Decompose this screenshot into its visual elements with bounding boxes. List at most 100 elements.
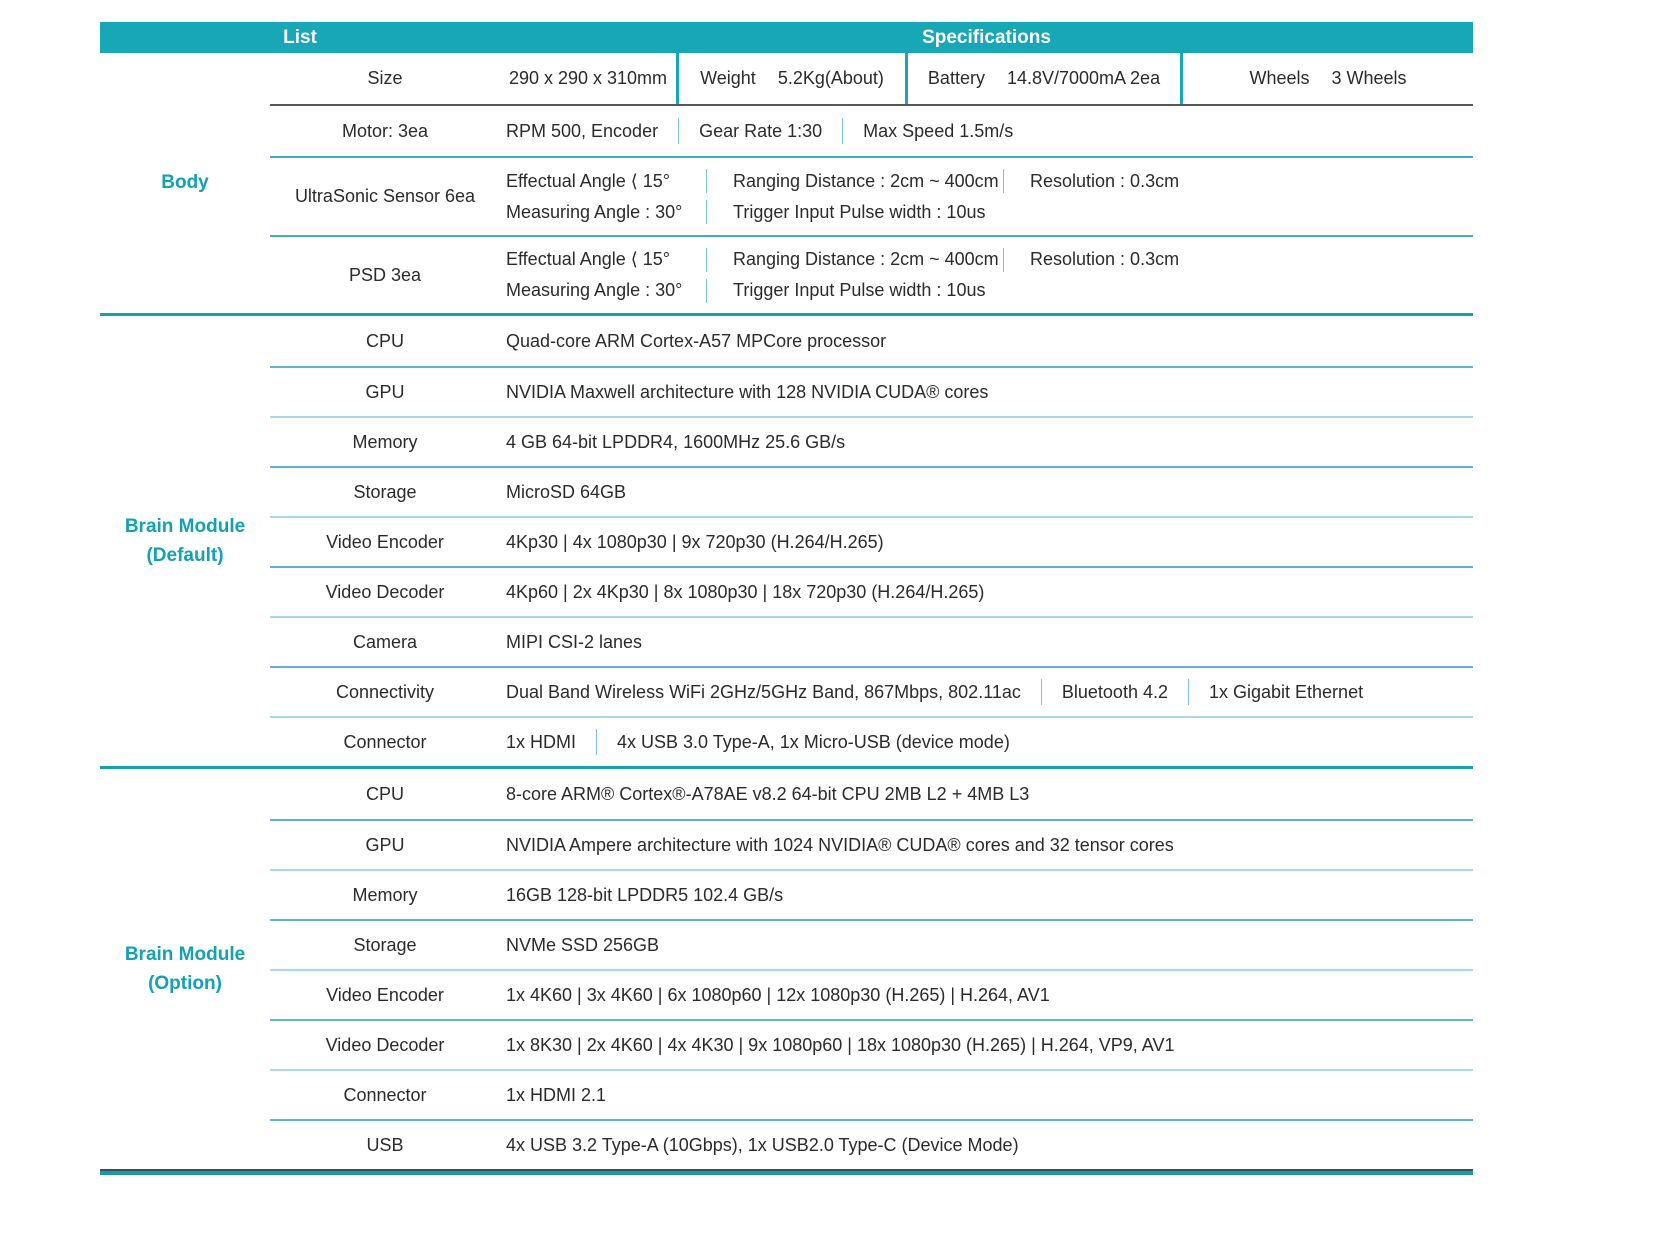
spec-part: Measuring Angle : 30° bbox=[506, 201, 683, 222]
spec-row: CPU 8-core ARM® Cortex®-A78AE v8.2 64-bit… bbox=[270, 769, 1473, 819]
spec-part: Trigger Input Pulse width : 10us bbox=[733, 201, 986, 222]
row-label-motor: Motor: 3ea bbox=[341, 120, 429, 141]
spec-row-value: MicroSD 64GB bbox=[506, 481, 627, 502]
spec-row: Storage MicroSD 64GB bbox=[270, 466, 1473, 516]
separator bbox=[842, 118, 844, 144]
row-label-ultrasonic: UltraSonic Sensor 6ea bbox=[294, 186, 476, 206]
separator bbox=[1040, 679, 1042, 705]
psd-line-2: Measuring Angle : 30° Trigger Input Puls… bbox=[506, 278, 1473, 303]
motor-part: Gear Rate 1:30 bbox=[699, 120, 823, 141]
ultrasonic-row: UltraSonic Sensor 6ea Effectual Angle ⟨ … bbox=[270, 156, 1473, 235]
spec-row: Video Decoder 1x 8K30 | 2x 4K60 | 4x 4K30… bbox=[270, 1019, 1473, 1069]
spec-part: Measuring Angle : 30° bbox=[506, 280, 683, 300]
separator bbox=[1187, 679, 1189, 705]
battery-label: Battery bbox=[927, 68, 985, 88]
psd-values: Effectual Angle ⟨ 15° Ranging Distance :… bbox=[500, 247, 1473, 303]
spec-row-value: Dual Band Wireless WiFi 2GHz/5GHz Band, … bbox=[500, 679, 1473, 705]
spec-row-label: Connectivity bbox=[335, 681, 435, 702]
table-bottom-teal-line bbox=[100, 1171, 1473, 1175]
spec-row-value: MIPI CSI-2 lanes bbox=[506, 631, 643, 652]
motor-row: Motor: 3ea RPM 500, Encoder Gear Rate 1:… bbox=[270, 106, 1473, 156]
spec-part: Ranging Distance : 2cm ~ 400cm bbox=[733, 170, 999, 191]
motor-value: RPM 500, Encoder Gear Rate 1:30 Max Spee… bbox=[500, 118, 1473, 144]
spec-row: Connector 1x HDMI 4x USB 3.0 Type-A, 1x Mi… bbox=[270, 716, 1473, 766]
size-value: 290 x 290 x 310mm bbox=[508, 68, 668, 88]
spec-row: Memory 16GB 128-bit LPDDR5 102.4 GB/s bbox=[270, 869, 1473, 919]
spec-row-label: CPU bbox=[365, 783, 404, 804]
specifications-column-header: Specifications bbox=[922, 26, 1051, 48]
wheels-label: Wheels bbox=[1249, 68, 1310, 88]
spec-part: Effectual Angle ⟨ 15° bbox=[506, 170, 671, 191]
spec-row-value: 4x USB 3.2 Type-A (10Gbps), 1x USB2.0 Ty… bbox=[506, 1134, 1019, 1155]
category-text: Body bbox=[161, 172, 209, 194]
spec-row: GPU NVIDIA Ampere architecture with 1024 … bbox=[270, 819, 1473, 869]
wheels-cell: Wheels 3 Wheels bbox=[1183, 53, 1473, 104]
separator bbox=[596, 729, 598, 755]
brain-default-section: Brain Module (Default) CPU Quad-core ARM … bbox=[100, 316, 1473, 769]
vertical-divider bbox=[1180, 53, 1183, 104]
spec-row: Camera MIPI CSI-2 lanes bbox=[270, 616, 1473, 666]
spec-row-value: 1x 4K60 | 3x 4K60 | 6x 1080p60 | 12x 108… bbox=[506, 984, 1050, 1005]
weight-cell: Weight 5.2Kg(About) bbox=[679, 53, 905, 104]
separator bbox=[706, 200, 707, 224]
spec-row-value: 1x HDMI 4x USB 3.0 Type-A, 1x Micro-USB (… bbox=[500, 729, 1473, 755]
category-text: Brain Module bbox=[124, 943, 246, 965]
spec-row-value: 16GB 128-bit LPDDR5 102.4 GB/s bbox=[506, 884, 784, 905]
spec-row: Video Encoder 4Kp30 | 4x 1080p30 | 9x 720… bbox=[270, 516, 1473, 566]
brain-default-rows: CPU Quad-core ARM Cortex-A57 MPCore proce… bbox=[270, 316, 1473, 766]
battery-value: 14.8V/7000mA 2ea bbox=[1006, 68, 1161, 88]
spec-row-label: Storage bbox=[353, 481, 417, 502]
battery-cell: Battery 14.8V/7000mA 2ea bbox=[908, 53, 1180, 104]
size-row: Size 290 x 290 x 310mm Weight 5.2Kg(Abou… bbox=[270, 53, 1473, 106]
spec-row-label: Video Encoder bbox=[326, 984, 444, 1005]
spec-row: Connector 1x HDMI 2.1 bbox=[270, 1069, 1473, 1119]
spec-row-label: Video Decoder bbox=[325, 581, 445, 602]
spec-row-label: Memory bbox=[352, 431, 418, 452]
separator bbox=[706, 247, 707, 272]
spec-row-value: Quad-core ARM Cortex-A57 MPCore processo… bbox=[506, 330, 887, 351]
spec-part: Bluetooth 4.2 bbox=[1061, 681, 1168, 702]
spec-row-label: USB bbox=[366, 1134, 404, 1155]
spec-row: GPU NVIDIA Maxwell architecture with 128 … bbox=[270, 366, 1473, 416]
spec-part: Ranging Distance : 2cm ~ 400cm bbox=[733, 249, 999, 269]
spec-row-value: NVMe SSD 256GB bbox=[506, 934, 660, 955]
spec-row: CPU Quad-core ARM Cortex-A57 MPCore proce… bbox=[270, 316, 1473, 366]
spec-row: Memory 4 GB 64-bit LPDDR4, 1600MHz 25.6 G… bbox=[270, 416, 1473, 466]
spec-row-label: Storage bbox=[353, 934, 417, 955]
brain-option-section: Brain Module (Option) CPU 8-core ARM® Cor… bbox=[100, 769, 1473, 1169]
ultrasonic-line-1: Effectual Angle ⟨ 15° Ranging Distance :… bbox=[506, 169, 1473, 193]
separator bbox=[1003, 247, 1004, 272]
spec-row-label: GPU bbox=[365, 834, 405, 855]
spec-row-value: 4Kp30 | 4x 1080p30 | 9x 720p30 (H.264/H.… bbox=[506, 531, 884, 552]
spec-row-label: Connector bbox=[343, 1084, 427, 1105]
spec-row-label: Connector bbox=[343, 731, 427, 752]
wheels-value: 3 Wheels bbox=[1331, 68, 1407, 88]
category-text: (Option) bbox=[148, 973, 222, 994]
specifications-table: List Specifications Body Size 290 x 290 … bbox=[100, 22, 1473, 1175]
psd-line-1: Effectual Angle ⟨ 15° Ranging Distance :… bbox=[506, 247, 1473, 272]
spec-part: Resolution : 0.3cm bbox=[1030, 170, 1180, 191]
row-label-psd: PSD 3ea bbox=[348, 264, 422, 285]
vertical-divider bbox=[676, 53, 679, 104]
spec-row-value: 8-core ARM® Cortex®-A78AE v8.2 64-bit CP… bbox=[506, 783, 1030, 804]
spec-row-label: Video Encoder bbox=[326, 531, 444, 552]
spec-row-label: Video Decoder bbox=[325, 1034, 445, 1055]
category-label-brain-option: Brain Module (Option) bbox=[100, 769, 270, 1169]
category-label-body: Body bbox=[100, 53, 270, 313]
motor-part: Max Speed 1.5m/s bbox=[863, 120, 1014, 141]
category-text: (Default) bbox=[146, 545, 224, 566]
category-label-brain-default: Brain Module (Default) bbox=[100, 316, 270, 766]
brain-option-rows: CPU 8-core ARM® Cortex®-A78AE v8.2 64-bit… bbox=[270, 769, 1473, 1169]
category-text: Brain Module bbox=[124, 515, 246, 537]
ultrasonic-values: Effectual Angle ⟨ 15° Ranging Distance :… bbox=[500, 169, 1473, 224]
separator bbox=[678, 118, 680, 144]
row-label-size: Size bbox=[367, 68, 403, 88]
spec-row-label: Camera bbox=[352, 631, 418, 652]
spec-row-label: GPU bbox=[365, 381, 405, 402]
spec-row-label: Memory bbox=[352, 884, 418, 905]
body-rows: Size 290 x 290 x 310mm Weight 5.2Kg(Abou… bbox=[270, 53, 1473, 313]
spec-row-label: CPU bbox=[365, 330, 404, 351]
spec-part: Effectual Angle ⟨ 15° bbox=[506, 249, 671, 269]
spec-row-value: 4Kp60 | 2x 4Kp30 | 8x 1080p30 | 18x 720p… bbox=[506, 581, 985, 602]
table-bottom-dark-line bbox=[100, 1169, 1473, 1171]
